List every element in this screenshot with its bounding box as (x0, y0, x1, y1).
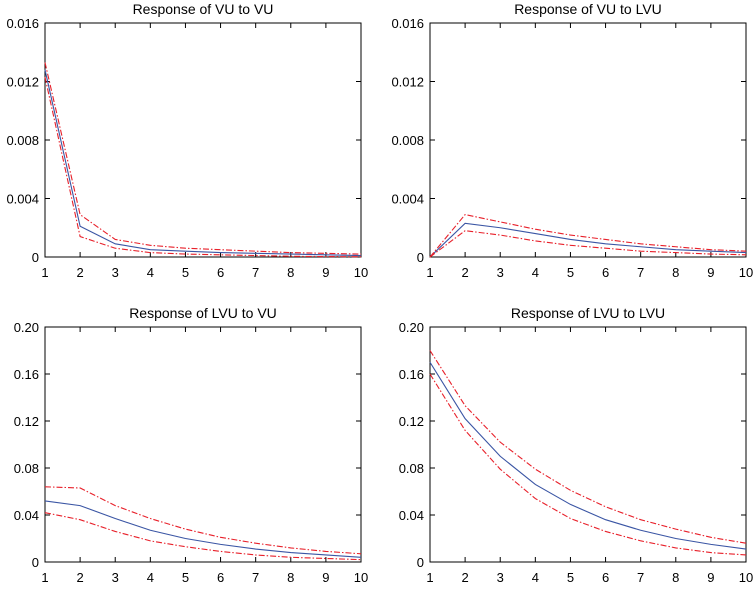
x-tick-label: 7 (637, 570, 644, 585)
x-tick-label: 8 (287, 265, 294, 280)
plot-frame (44, 326, 362, 563)
y-tick-label: 0.12 (399, 414, 424, 429)
chart-title: Response of LVU to LVU (511, 305, 665, 321)
x-tick-label: 4 (532, 570, 539, 585)
series-response-line (429, 361, 747, 550)
series-lower-line (44, 76, 362, 258)
x-tick-label: 1 (426, 570, 433, 585)
x-tick-label: 5 (567, 265, 574, 280)
x-tick-label: 3 (112, 570, 119, 585)
plot-frame (44, 22, 362, 258)
series-upper-line (429, 213, 747, 258)
y-tick-label: 0.012 (6, 75, 39, 90)
chart-panel-2: Response of VU to LVU 0 0.004 0.008 0.012 0.0… (391, 1, 753, 280)
series-upper-line (429, 350, 747, 544)
x-tick-label: 5 (567, 570, 574, 585)
chart-title: Response of VU to VU (133, 1, 274, 17)
x-tick-label: 4 (147, 570, 154, 585)
x-tick-label: 10 (354, 570, 368, 585)
y-tick-label: 0.08 (399, 461, 424, 476)
series-response-line (44, 69, 362, 257)
x-tick-label: 6 (602, 265, 609, 280)
x-tick-label: 4 (147, 265, 154, 280)
x-tick-label: 9 (322, 265, 329, 280)
y-tick-label: 0.012 (391, 75, 424, 90)
plot-frame (429, 22, 747, 258)
x-tick-label: 2 (76, 570, 83, 585)
chart-panel-4: Response of LVU to LVU 0 0.04 0.08 0.12 0.16 0… (399, 305, 754, 585)
y-tick-label: 0 (417, 555, 424, 570)
y-tick-label: 0.16 (399, 367, 424, 382)
x-tick-label: 7 (637, 265, 644, 280)
x-tick-label: 10 (739, 265, 753, 280)
x-tick-label: 10 (739, 570, 753, 585)
y-tick-label: 0.04 (14, 508, 39, 523)
y-tick-label: 0.004 (391, 192, 424, 207)
y-tick-label: 0 (417, 250, 424, 265)
y-tick-label: 0.12 (14, 414, 39, 429)
series-lower-line (429, 373, 747, 556)
y-tick-label: 0.04 (399, 508, 424, 523)
y-tick-label: 0.008 (391, 133, 424, 148)
series-upper-line (44, 486, 362, 555)
x-tick-label: 8 (672, 570, 679, 585)
chart-panel-1: Response of VU to VU 0 0.004 0.008 0.012 0.01… (6, 1, 368, 280)
x-tick-label: 7 (252, 265, 259, 280)
y-tick-label: 0.008 (6, 133, 39, 148)
series-response-line (44, 500, 362, 558)
plot-frame (429, 326, 747, 563)
x-tick-label: 1 (41, 570, 48, 585)
y-tick-label: 0.016 (6, 16, 39, 31)
series-response-line (429, 222, 747, 258)
x-tick-label: 6 (217, 570, 224, 585)
series-lower-line (429, 230, 747, 258)
chart-panel-3: Response of LVU to VU 0 0.04 0.08 0.12 0.16 0.… (14, 305, 369, 585)
x-tick-label: 2 (76, 265, 83, 280)
x-tick-label: 3 (112, 265, 119, 280)
x-tick-label: 9 (707, 265, 714, 280)
y-tick-label: 0.20 (399, 320, 424, 335)
x-tick-label: 10 (354, 265, 368, 280)
y-tick-label: 0.004 (6, 192, 39, 207)
y-tick-label: 0 (32, 250, 39, 265)
x-tick-label: 8 (672, 265, 679, 280)
x-tick-label: 4 (532, 265, 539, 280)
x-tick-label: 5 (182, 570, 189, 585)
x-tick-label: 6 (602, 570, 609, 585)
x-tick-label: 5 (182, 265, 189, 280)
y-tick-label: 0.20 (14, 320, 39, 335)
x-tick-label: 7 (252, 570, 259, 585)
x-tick-label: 3 (497, 570, 504, 585)
y-tick-label: 0.016 (391, 16, 424, 31)
x-tick-label: 9 (322, 570, 329, 585)
chart-title: Response of LVU to VU (129, 305, 277, 321)
x-tick-label: 9 (707, 570, 714, 585)
y-tick-label: 0.08 (14, 461, 39, 476)
x-tick-label: 8 (287, 570, 294, 585)
series-upper-line (44, 62, 362, 255)
series-lower-line (44, 512, 362, 561)
x-tick-label: 3 (497, 265, 504, 280)
x-tick-label: 6 (217, 265, 224, 280)
y-tick-label: 0 (32, 555, 39, 570)
chart-title: Response of VU to LVU (514, 1, 662, 17)
y-tick-label: 0.16 (14, 367, 39, 382)
x-tick-label: 1 (426, 265, 433, 280)
x-tick-label: 2 (461, 570, 468, 585)
x-tick-label: 2 (461, 265, 468, 280)
x-tick-label: 1 (41, 265, 48, 280)
